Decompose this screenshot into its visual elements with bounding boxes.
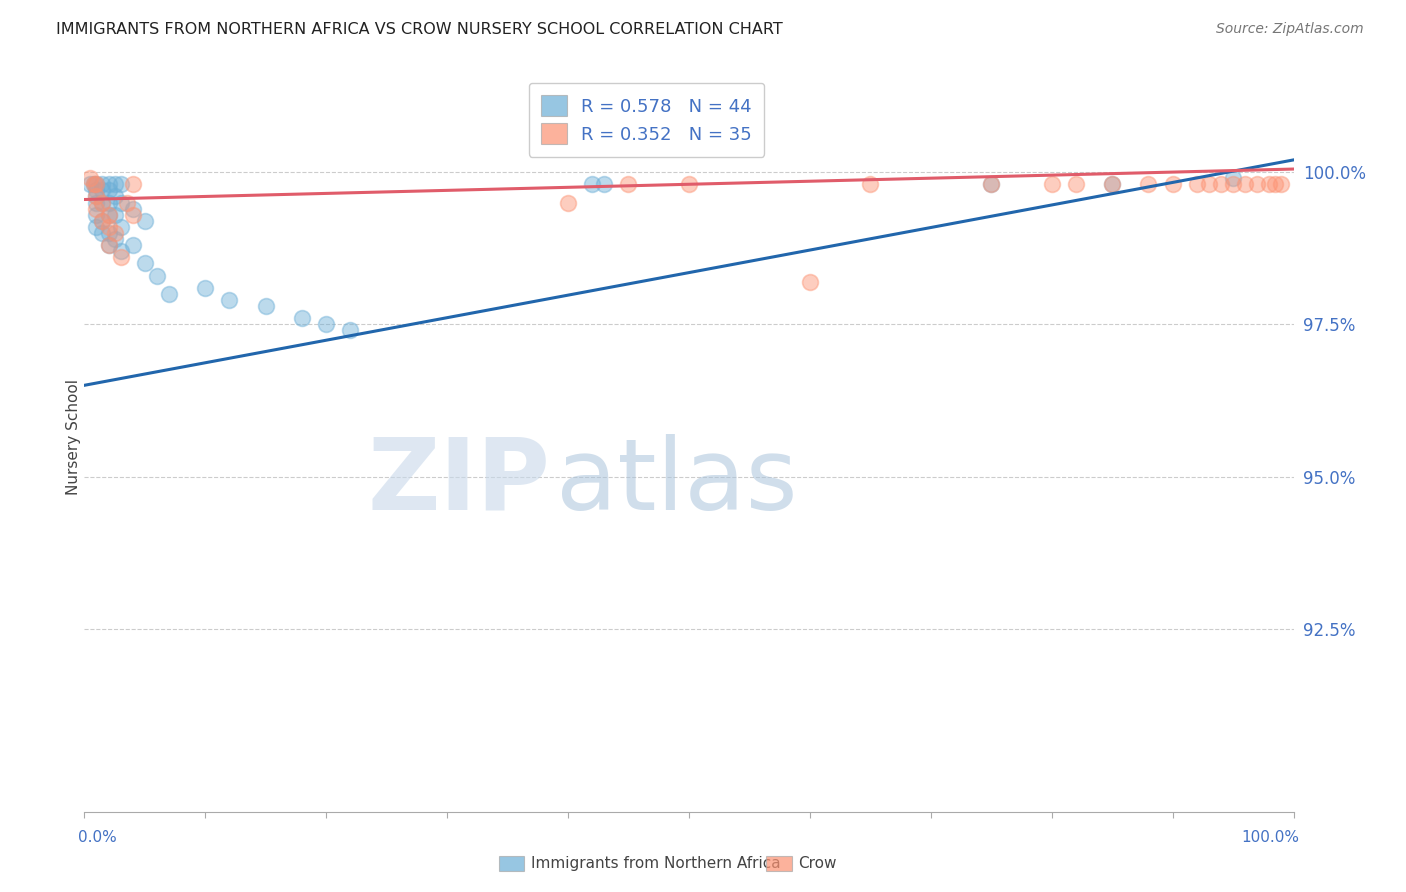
Point bbox=[91, 226, 114, 240]
Point bbox=[1222, 178, 1244, 192]
Point bbox=[86, 208, 108, 222]
Point bbox=[339, 323, 361, 337]
Point bbox=[86, 189, 108, 203]
Point bbox=[115, 195, 138, 210]
Text: IMMIGRANTS FROM NORTHERN AFRICA VS CROW NURSERY SCHOOL CORRELATION CHART: IMMIGRANTS FROM NORTHERN AFRICA VS CROW … bbox=[56, 22, 783, 37]
Point bbox=[1222, 171, 1244, 186]
Point bbox=[83, 178, 105, 192]
Point bbox=[1264, 178, 1286, 192]
Point bbox=[86, 178, 108, 192]
Point bbox=[1101, 178, 1123, 192]
Point bbox=[104, 232, 127, 246]
Point bbox=[315, 318, 337, 332]
Point bbox=[86, 183, 108, 197]
Point bbox=[110, 244, 132, 259]
Point bbox=[121, 238, 143, 252]
Point bbox=[254, 299, 277, 313]
Point bbox=[110, 219, 132, 234]
Point bbox=[1209, 178, 1232, 192]
Point bbox=[593, 178, 616, 192]
Point bbox=[97, 195, 120, 210]
Point bbox=[121, 202, 143, 216]
Point bbox=[146, 268, 169, 283]
Point bbox=[86, 189, 108, 203]
Point bbox=[97, 208, 120, 222]
Point bbox=[1234, 178, 1257, 192]
Point bbox=[97, 208, 120, 222]
Text: 0.0%: 0.0% bbox=[79, 830, 117, 845]
Point bbox=[110, 251, 132, 265]
Text: ZIP: ZIP bbox=[367, 434, 550, 531]
Point bbox=[97, 219, 120, 234]
Point bbox=[1161, 178, 1184, 192]
Point bbox=[134, 256, 156, 270]
Legend: R = 0.578   N = 44, R = 0.352   N = 35: R = 0.578 N = 44, R = 0.352 N = 35 bbox=[529, 83, 765, 157]
Point bbox=[104, 178, 127, 192]
Point bbox=[194, 281, 217, 295]
Point bbox=[980, 178, 1002, 192]
Text: Source: ZipAtlas.com: Source: ZipAtlas.com bbox=[1216, 22, 1364, 37]
Point bbox=[110, 178, 132, 192]
Point bbox=[1198, 178, 1220, 192]
Point bbox=[91, 178, 114, 192]
Point bbox=[97, 178, 120, 192]
Point bbox=[91, 183, 114, 197]
Point bbox=[83, 178, 105, 192]
Point bbox=[104, 189, 127, 203]
Point bbox=[581, 178, 603, 192]
Text: atlas: atlas bbox=[555, 434, 797, 531]
Point bbox=[86, 202, 108, 216]
Point bbox=[1101, 178, 1123, 192]
Point bbox=[1064, 178, 1087, 192]
Point bbox=[97, 183, 120, 197]
Point bbox=[104, 226, 127, 240]
Point bbox=[291, 311, 314, 326]
Point bbox=[157, 287, 180, 301]
Y-axis label: Nursery School: Nursery School bbox=[66, 379, 80, 495]
Point bbox=[91, 195, 114, 210]
Point bbox=[1258, 178, 1281, 192]
Point bbox=[1246, 178, 1268, 192]
Text: Crow: Crow bbox=[799, 856, 837, 871]
Point bbox=[859, 178, 882, 192]
Point bbox=[121, 178, 143, 192]
Point bbox=[86, 178, 108, 192]
Point bbox=[97, 238, 120, 252]
Point bbox=[97, 226, 120, 240]
Point bbox=[91, 214, 114, 228]
Point bbox=[91, 195, 114, 210]
Point bbox=[799, 275, 821, 289]
Point bbox=[121, 208, 143, 222]
Point bbox=[79, 178, 101, 192]
Point bbox=[218, 293, 240, 307]
Point bbox=[110, 195, 132, 210]
Point bbox=[1040, 178, 1063, 192]
Point bbox=[79, 171, 101, 186]
Text: Immigrants from Northern Africa: Immigrants from Northern Africa bbox=[531, 856, 782, 871]
Point bbox=[104, 208, 127, 222]
Point bbox=[86, 219, 108, 234]
Point bbox=[134, 214, 156, 228]
Point bbox=[1137, 178, 1160, 192]
Point bbox=[678, 178, 700, 192]
Point bbox=[980, 178, 1002, 192]
Point bbox=[97, 238, 120, 252]
Point bbox=[557, 195, 579, 210]
Point bbox=[86, 195, 108, 210]
Text: 100.0%: 100.0% bbox=[1241, 830, 1299, 845]
Point bbox=[91, 214, 114, 228]
Point bbox=[617, 178, 640, 192]
Point bbox=[1185, 178, 1208, 192]
Point bbox=[1270, 178, 1292, 192]
